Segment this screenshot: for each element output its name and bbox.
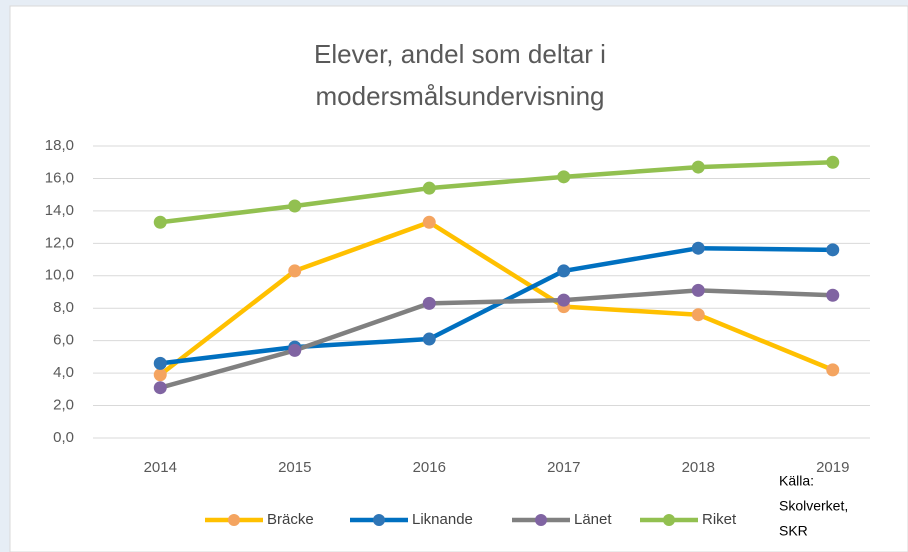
data-point	[288, 264, 302, 278]
series-line	[159, 288, 833, 390]
data-point	[691, 241, 705, 255]
y-tick-label: 2,0	[53, 397, 74, 414]
data-point	[691, 283, 705, 297]
legend-label: Bräcke	[267, 511, 314, 528]
y-tick-label: 14,0	[45, 202, 74, 219]
chart-title: modersmålsundervisning	[315, 81, 604, 111]
data-point	[557, 170, 571, 184]
y-tick-label: 10,0	[45, 267, 74, 284]
data-point	[826, 288, 840, 302]
data-point	[153, 381, 167, 395]
y-tick-label: 4,0	[53, 364, 74, 381]
x-tick-label: 2017	[547, 459, 580, 476]
data-point	[288, 343, 302, 357]
x-tick-label: 2018	[682, 459, 715, 476]
y-tick-label: 16,0	[45, 169, 74, 186]
data-point	[826, 363, 840, 377]
source-note: SKR	[779, 523, 808, 539]
data-point	[422, 215, 436, 229]
data-point	[557, 264, 571, 278]
legend-label: Liknande	[412, 511, 473, 528]
series-line	[159, 159, 833, 225]
x-tick-label: 2019	[816, 459, 849, 476]
y-tick-label: 8,0	[53, 299, 74, 316]
series-line	[158, 219, 834, 377]
data-point	[422, 332, 436, 346]
x-tick-label: 2016	[413, 459, 446, 476]
chart-title: Elever, andel som deltar i	[314, 39, 606, 69]
data-point	[153, 356, 167, 370]
data-point	[153, 215, 167, 229]
data-point	[826, 243, 840, 257]
legend-marker	[373, 514, 385, 526]
legend-marker	[535, 514, 547, 526]
data-point	[288, 199, 302, 213]
legend-label: Riket	[702, 511, 737, 528]
data-point	[422, 181, 436, 195]
source-note: Källa:	[779, 473, 814, 489]
series-line	[159, 245, 833, 366]
y-tick-label: 6,0	[53, 332, 74, 349]
y-tick-label: 0,0	[53, 429, 74, 446]
x-tick-label: 2014	[144, 459, 177, 476]
data-point	[691, 160, 705, 174]
data-point	[691, 308, 705, 322]
data-point	[422, 296, 436, 310]
source-note: Skolverket,	[779, 498, 848, 514]
x-tick-label: 2015	[278, 459, 311, 476]
data-point	[153, 368, 167, 382]
chart-area	[9, 5, 908, 552]
data-point	[557, 293, 571, 307]
y-tick-label: 18,0	[45, 137, 74, 154]
legend-label: Länet	[574, 511, 612, 528]
legend-marker	[663, 514, 675, 526]
data-point	[826, 155, 840, 169]
legend-marker	[228, 514, 240, 526]
y-tick-label: 12,0	[45, 234, 74, 251]
